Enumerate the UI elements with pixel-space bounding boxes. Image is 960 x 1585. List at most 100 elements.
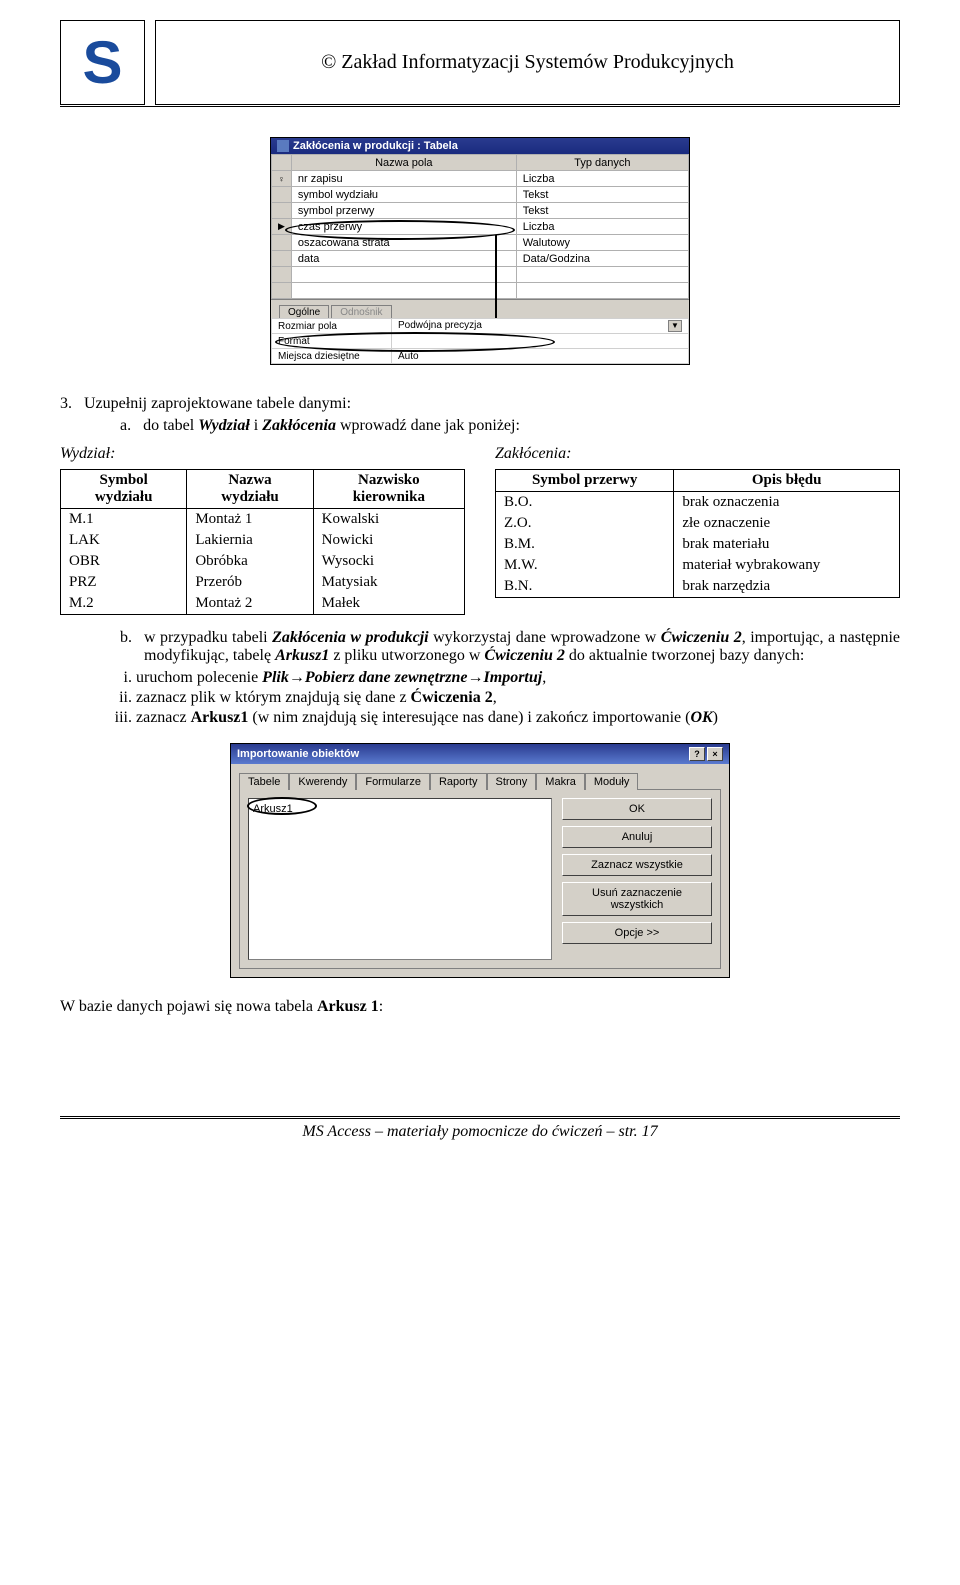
td: Matysiak bbox=[313, 572, 464, 593]
dropdown-icon[interactable]: ▼ bbox=[668, 320, 682, 332]
table-header-row: Symbol wydziału Nazwa wydziału Nazwisko … bbox=[61, 470, 465, 509]
table-row: M.1Montaż 1Kowalski bbox=[61, 509, 465, 531]
deselect-all-button[interactable]: Usuń zaznaczenie wszystkich bbox=[562, 882, 712, 916]
arrow-icon: → bbox=[289, 669, 305, 686]
dialog-listbox[interactable]: Arkusz1 bbox=[248, 798, 552, 960]
td: Małek bbox=[313, 593, 464, 615]
field-name-cell[interactable]: nr zapisu bbox=[291, 171, 516, 187]
field-type-cell[interactable] bbox=[516, 267, 688, 283]
dialog-tab[interactable]: Kwerendy bbox=[289, 773, 356, 790]
td: M.W. bbox=[496, 555, 674, 576]
field-type-cell[interactable]: Tekst bbox=[516, 203, 688, 219]
th: Nazwa wydziału bbox=[187, 470, 313, 509]
window-titlebar: Zakłócenia w produkcji : Tabela bbox=[271, 138, 689, 154]
text: z pliku utworzonego w bbox=[329, 647, 484, 664]
dialog-tab[interactable]: Formularze bbox=[356, 773, 430, 790]
field-type-cell[interactable]: Walutowy bbox=[516, 235, 688, 251]
zaklocenia-table: Symbol przerwy Opis błędu B.O.brak oznac… bbox=[495, 469, 900, 598]
td: B.N. bbox=[496, 576, 674, 598]
property-row[interactable]: Format bbox=[272, 334, 689, 349]
grid-row[interactable]: ♀nr zapisuLiczba bbox=[272, 171, 689, 187]
field-name-cell[interactable]: symbol wydziału bbox=[291, 187, 516, 203]
help-button[interactable]: ? bbox=[689, 747, 705, 761]
field-name-cell[interactable] bbox=[291, 267, 516, 283]
row-selector[interactable]: ▶ bbox=[272, 219, 292, 235]
table-row: B.N.brak narzędzia bbox=[496, 576, 900, 598]
row-selector[interactable] bbox=[272, 251, 292, 267]
field-name-cell[interactable]: data bbox=[291, 251, 516, 267]
grid-col-type: Typ danych bbox=[516, 155, 688, 171]
dialog-tab[interactable]: Makra bbox=[536, 773, 585, 790]
field-name-cell[interactable] bbox=[291, 283, 516, 299]
row-selector[interactable] bbox=[272, 267, 292, 283]
window-icon bbox=[277, 140, 289, 152]
field-name-cell[interactable]: symbol przerwy bbox=[291, 203, 516, 219]
dialog-panel: Arkusz1 OK Anuluj Zaznacz wszystkie Usuń… bbox=[239, 789, 721, 969]
row-selector[interactable] bbox=[272, 283, 292, 299]
dialog-tab[interactable]: Raporty bbox=[430, 773, 487, 790]
select-all-button[interactable]: Zaznacz wszystkie bbox=[562, 854, 712, 876]
text: w przypadku tabeli bbox=[144, 629, 272, 646]
field-name-cell[interactable]: czas przerwy bbox=[291, 219, 516, 235]
list-item[interactable]: Arkusz1 bbox=[253, 803, 293, 815]
prop-label: Format bbox=[272, 334, 392, 349]
grid-row[interactable]: oszacowana strataWalutowy bbox=[272, 235, 689, 251]
text: wprowadź dane jak poniżej: bbox=[336, 417, 520, 434]
field-type-cell[interactable]: Liczba bbox=[516, 219, 688, 235]
field-type-cell[interactable]: Tekst bbox=[516, 187, 688, 203]
grid-row[interactable] bbox=[272, 283, 689, 299]
td: B.O. bbox=[496, 492, 674, 514]
th: Nazwisko kierownika bbox=[313, 470, 464, 509]
left-table-title: Wydział: bbox=[60, 445, 465, 463]
text: zaznacz bbox=[136, 709, 191, 726]
dialog-titlebar: Importowanie obiektów ? × bbox=[231, 744, 729, 764]
row-selector[interactable] bbox=[272, 203, 292, 219]
list-letter: a. bbox=[120, 417, 131, 435]
tab-general[interactable]: Ogólne bbox=[279, 305, 329, 319]
prop-value-text: Podwójna precyzja bbox=[398, 320, 482, 331]
th: Symbol przerwy bbox=[496, 470, 674, 492]
row-selector[interactable] bbox=[272, 235, 292, 251]
property-row[interactable]: Miejsca dziesiętne Auto bbox=[272, 349, 689, 364]
dialog-tab[interactable]: Strony bbox=[487, 773, 537, 790]
row-selector[interactable]: ♀ bbox=[272, 171, 292, 187]
table-row: LAKLakierniaNowicki bbox=[61, 530, 465, 551]
dialog-tab[interactable]: Moduły bbox=[585, 773, 638, 790]
cancel-button[interactable]: Anuluj bbox=[562, 826, 712, 848]
right-col: Zakłócenia: Symbol przerwy Opis błędu B.… bbox=[495, 445, 900, 615]
text: , bbox=[542, 669, 546, 686]
property-row[interactable]: Rozmiar pola Podwójna precyzja ▼ bbox=[272, 319, 689, 334]
wydzial-table: Symbol wydziału Nazwa wydziału Nazwisko … bbox=[60, 469, 465, 615]
property-tabs: Ogólne Odnośnik bbox=[271, 304, 689, 318]
grid-row[interactable]: symbol wydziałuTekst bbox=[272, 187, 689, 203]
text-bold: Ćwiczenia 2 bbox=[411, 689, 493, 706]
td: brak narzędzia bbox=[674, 576, 900, 598]
grid-row[interactable]: symbol przerwyTekst bbox=[272, 203, 689, 219]
table-row: PRZPrzeróbMatysiak bbox=[61, 572, 465, 593]
grid-row[interactable]: dataData/Godzina bbox=[272, 251, 689, 267]
left-col: Wydział: Symbol wydziału Nazwa wydziału … bbox=[60, 445, 465, 615]
row-selector[interactable] bbox=[272, 187, 292, 203]
grid-header-row: Nazwa pola Typ danych bbox=[272, 155, 689, 171]
field-type-cell[interactable]: Data/Godzina bbox=[516, 251, 688, 267]
field-type-cell[interactable] bbox=[516, 283, 688, 299]
dialog-tab[interactable]: Tabele bbox=[239, 773, 289, 790]
td: złe oznaczenie bbox=[674, 513, 900, 534]
field-name-cell[interactable]: oszacowana strata bbox=[291, 235, 516, 251]
field-grid-wrap: Nazwa pola Typ danych ♀nr zapisuLiczba s… bbox=[271, 154, 689, 299]
footer-rule bbox=[60, 1116, 900, 1117]
field-type-cell[interactable]: Liczba bbox=[516, 171, 688, 187]
prop-value[interactable] bbox=[392, 334, 689, 349]
prop-value[interactable]: Podwójna precyzja ▼ bbox=[392, 319, 689, 334]
text: (w nim znajdują się interesujące nas dan… bbox=[248, 709, 690, 726]
prop-value[interactable]: Auto bbox=[392, 349, 689, 364]
grid-row[interactable]: ▶czas przerwyLiczba bbox=[272, 219, 689, 235]
tab-lookup[interactable]: Odnośnik bbox=[331, 305, 391, 319]
table-row: B.M.brak materiału bbox=[496, 534, 900, 555]
options-button[interactable]: Opcje >> bbox=[562, 922, 712, 944]
close-button[interactable]: × bbox=[707, 747, 723, 761]
grid-row[interactable] bbox=[272, 267, 689, 283]
ok-button[interactable]: OK bbox=[562, 798, 712, 820]
prop-label: Rozmiar pola bbox=[272, 319, 392, 334]
td: Montaż 2 bbox=[187, 593, 313, 615]
